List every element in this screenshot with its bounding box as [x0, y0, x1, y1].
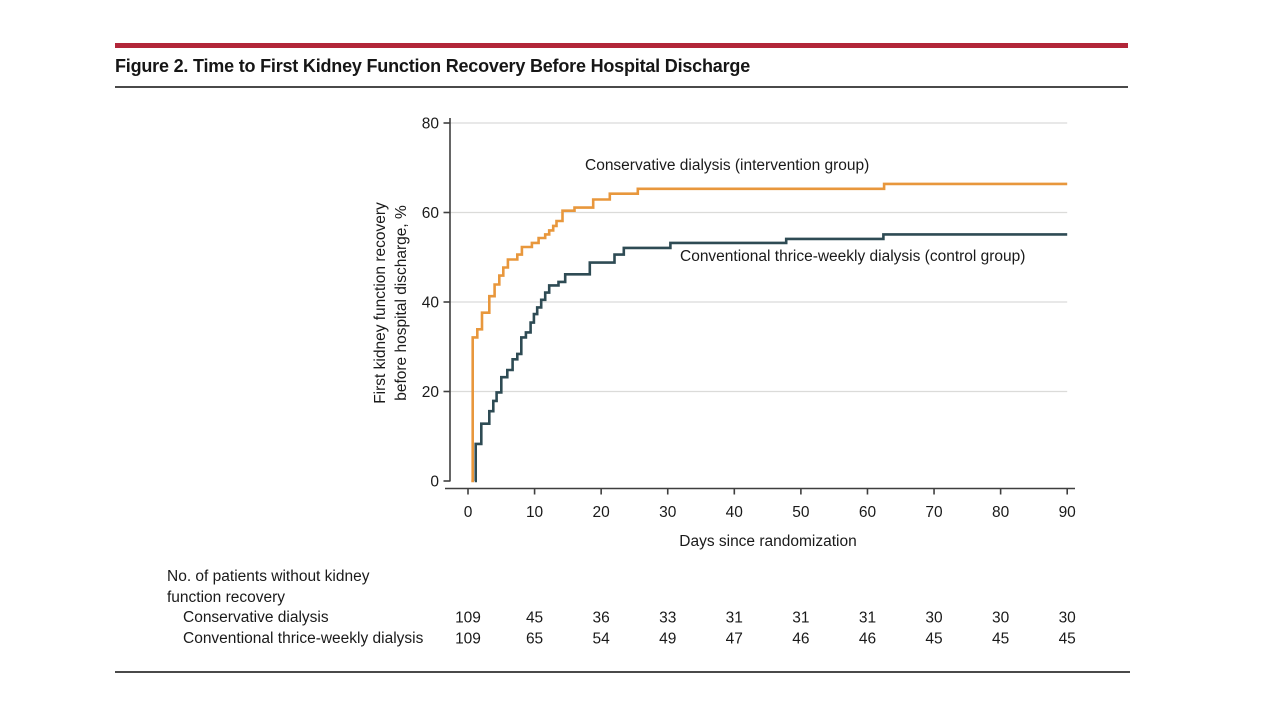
- bottom-divider: [115, 671, 1130, 673]
- risk-value-row0-day70: 30: [925, 610, 943, 627]
- x-tick-label-30: 30: [659, 504, 677, 521]
- risk-value-row1-day10: 65: [526, 631, 543, 648]
- x-tick-label-60: 60: [859, 504, 877, 521]
- risk-value-row1-day50: 46: [792, 631, 809, 648]
- x-tick-label-10: 10: [526, 504, 544, 521]
- risk-table-header-line2: function recovery: [167, 589, 286, 606]
- risk-value-row1-day80: 45: [992, 631, 1009, 648]
- x-axis-label: Days since randomization: [679, 533, 857, 550]
- title-divider: [115, 86, 1128, 88]
- figure-title: Figure 2. Time to First Kidney Function …: [115, 56, 751, 76]
- risk-value-row1-day60: 46: [859, 631, 876, 648]
- x-tick-label-80: 80: [992, 504, 1010, 521]
- risk-value-row0-day60: 31: [859, 610, 876, 627]
- series-label-conservative: Conservative dialysis (intervention grou…: [585, 157, 870, 174]
- y-tick-label-60: 60: [422, 205, 440, 222]
- series-label-conventional: Conventional thrice-weekly dialysis (con…: [680, 248, 1026, 265]
- y-axis-label: First kidney function recovery before ho…: [370, 178, 414, 428]
- risk-value-row1-day0: 109: [455, 631, 481, 648]
- x-tick-label-90: 90: [1059, 504, 1077, 521]
- y-tick-label-80: 80: [422, 116, 440, 133]
- risk-value-row0-day30: 33: [659, 610, 676, 627]
- curve-conventional: [474, 233, 1068, 483]
- risk-value-row1-day70: 45: [925, 631, 942, 648]
- curve-conservative: [471, 182, 1068, 483]
- x-tick-label-70: 70: [925, 504, 943, 521]
- y-axis-label-line2: before hospital discharge, %: [393, 205, 410, 401]
- risk-row-label-conservative: Conservative dialysis: [183, 609, 329, 626]
- y-tick-label-20: 20: [422, 384, 440, 401]
- risk-table-header: No. of patients without kidney function …: [167, 566, 369, 608]
- x-tick-label-0: 0: [464, 504, 473, 521]
- y-tick-label-40: 40: [422, 295, 440, 312]
- risk-value-row0-day20: 36: [593, 610, 610, 627]
- risk-value-row0-day90: 30: [1059, 610, 1077, 627]
- risk-row-label-conventional: Conventional thrice-weekly dialysis: [183, 630, 424, 647]
- risk-table-header-line1: No. of patients without kidney: [167, 568, 370, 585]
- risk-value-row0-day0: 109: [455, 610, 481, 627]
- top-accent-bar: [115, 43, 1128, 48]
- x-tick-label-40: 40: [726, 504, 744, 521]
- risk-value-row0-day80: 30: [992, 610, 1010, 627]
- x-tick-label-20: 20: [593, 504, 611, 521]
- risk-value-row1-day90: 45: [1059, 631, 1076, 648]
- y-axis-label-line1: First kidney function recovery: [372, 202, 389, 404]
- risk-value-row0-day10: 45: [526, 610, 543, 627]
- risk-value-row1-day40: 47: [726, 631, 743, 648]
- x-tick-label-50: 50: [792, 504, 810, 521]
- risk-value-row1-day20: 54: [593, 631, 611, 648]
- y-tick-label-0: 0: [430, 474, 439, 491]
- risk-value-row1-day30: 49: [659, 631, 676, 648]
- risk-value-row0-day50: 31: [792, 610, 809, 627]
- risk-value-row0-day40: 31: [726, 610, 743, 627]
